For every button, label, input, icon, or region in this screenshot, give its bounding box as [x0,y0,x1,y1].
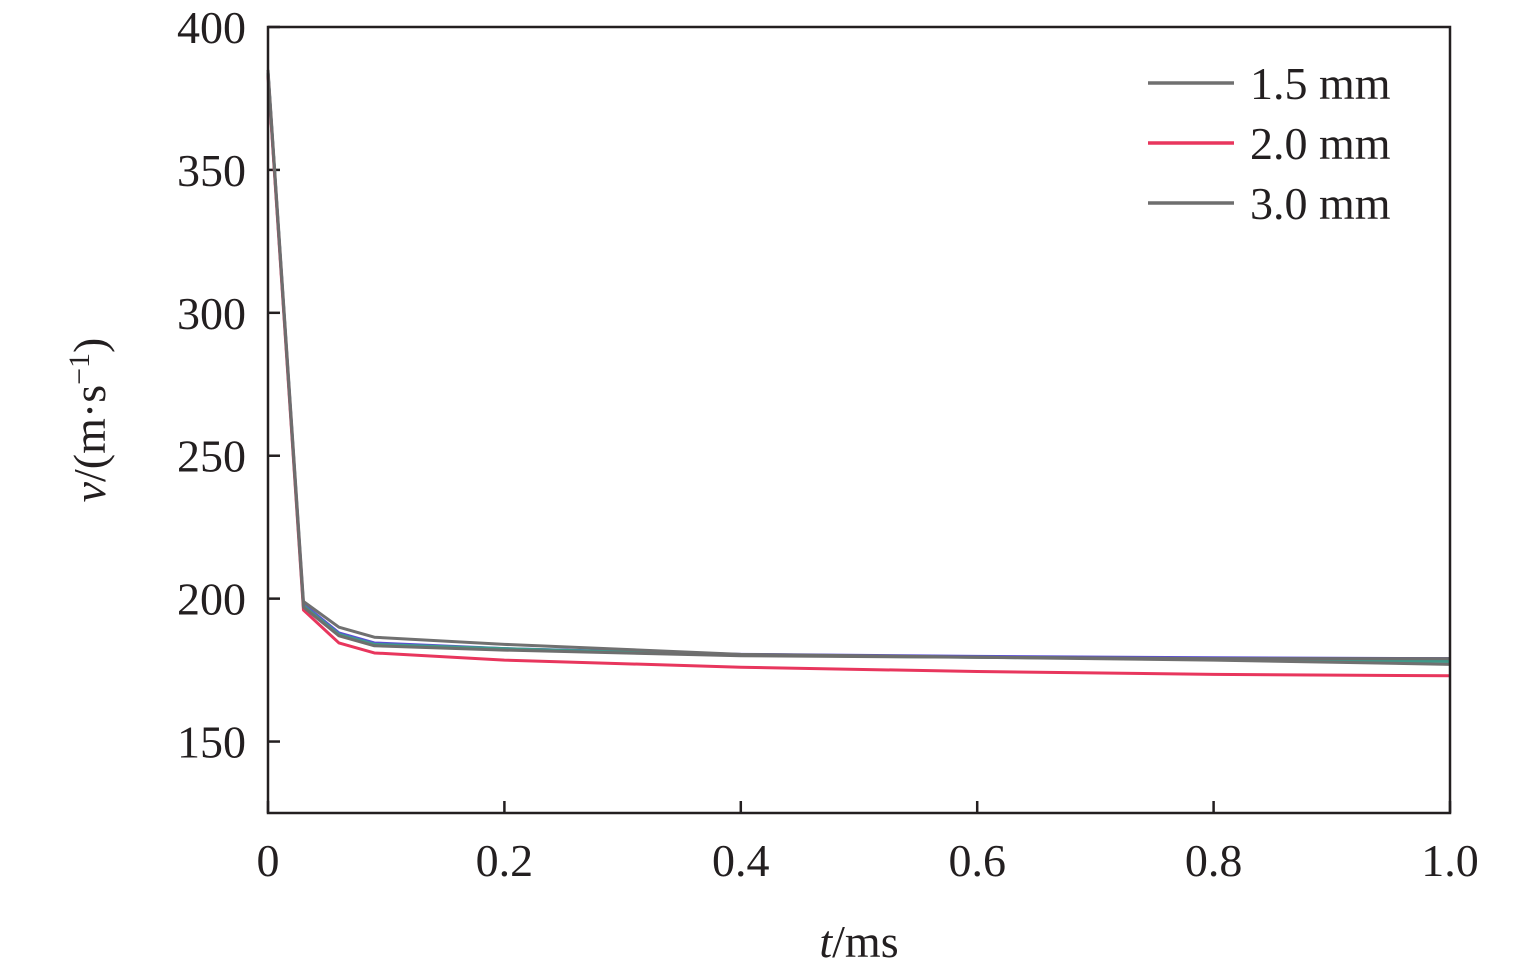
legend: 1.5 mm 2.0 mm 3.0 mm [1148,58,1391,229]
series-lines [266,69,1451,678]
y-tick-label: 300 [177,288,246,339]
plot-frame [266,25,1452,815]
x-tick-label: 0 [257,835,280,886]
x-axis-var: t [819,916,833,967]
x-tick-label: 0.4 [712,835,770,886]
x-tick-label: 0.8 [1185,835,1243,886]
legend-label: 2.0 mm [1250,118,1391,169]
legend-label: 1.5 mm [1250,58,1391,109]
y-axis-title: v/(m·s−1) [63,338,115,503]
y-axis-unit: /(m·s [64,385,115,482]
y-tick-label: 350 [177,145,246,196]
y-axis-var: v [64,481,115,502]
y-axis-sup: −1 [63,353,96,385]
y-axis-close: ) [64,338,115,353]
tick-labels: 0 0.2 0.4 0.6 0.8 1.0 150 200 250 300 350 400 [177,2,1479,886]
x-tick-label: 0.6 [948,835,1006,886]
y-tick-label: 150 [177,717,246,768]
series-line-2 [266,75,1451,678]
legend-label: 3.0 mm [1250,178,1391,229]
y-tick-label: 400 [177,2,246,53]
x-tick-label: 0.2 [476,835,534,886]
x-tick-label: 1.0 [1421,835,1479,886]
x-axis-title: t/ms [819,916,898,967]
y-tick-label: 250 [177,431,246,482]
y-tick-label: 200 [177,574,246,625]
x-axis-unit: /ms [832,916,898,967]
series-line-3 [266,72,1450,661]
